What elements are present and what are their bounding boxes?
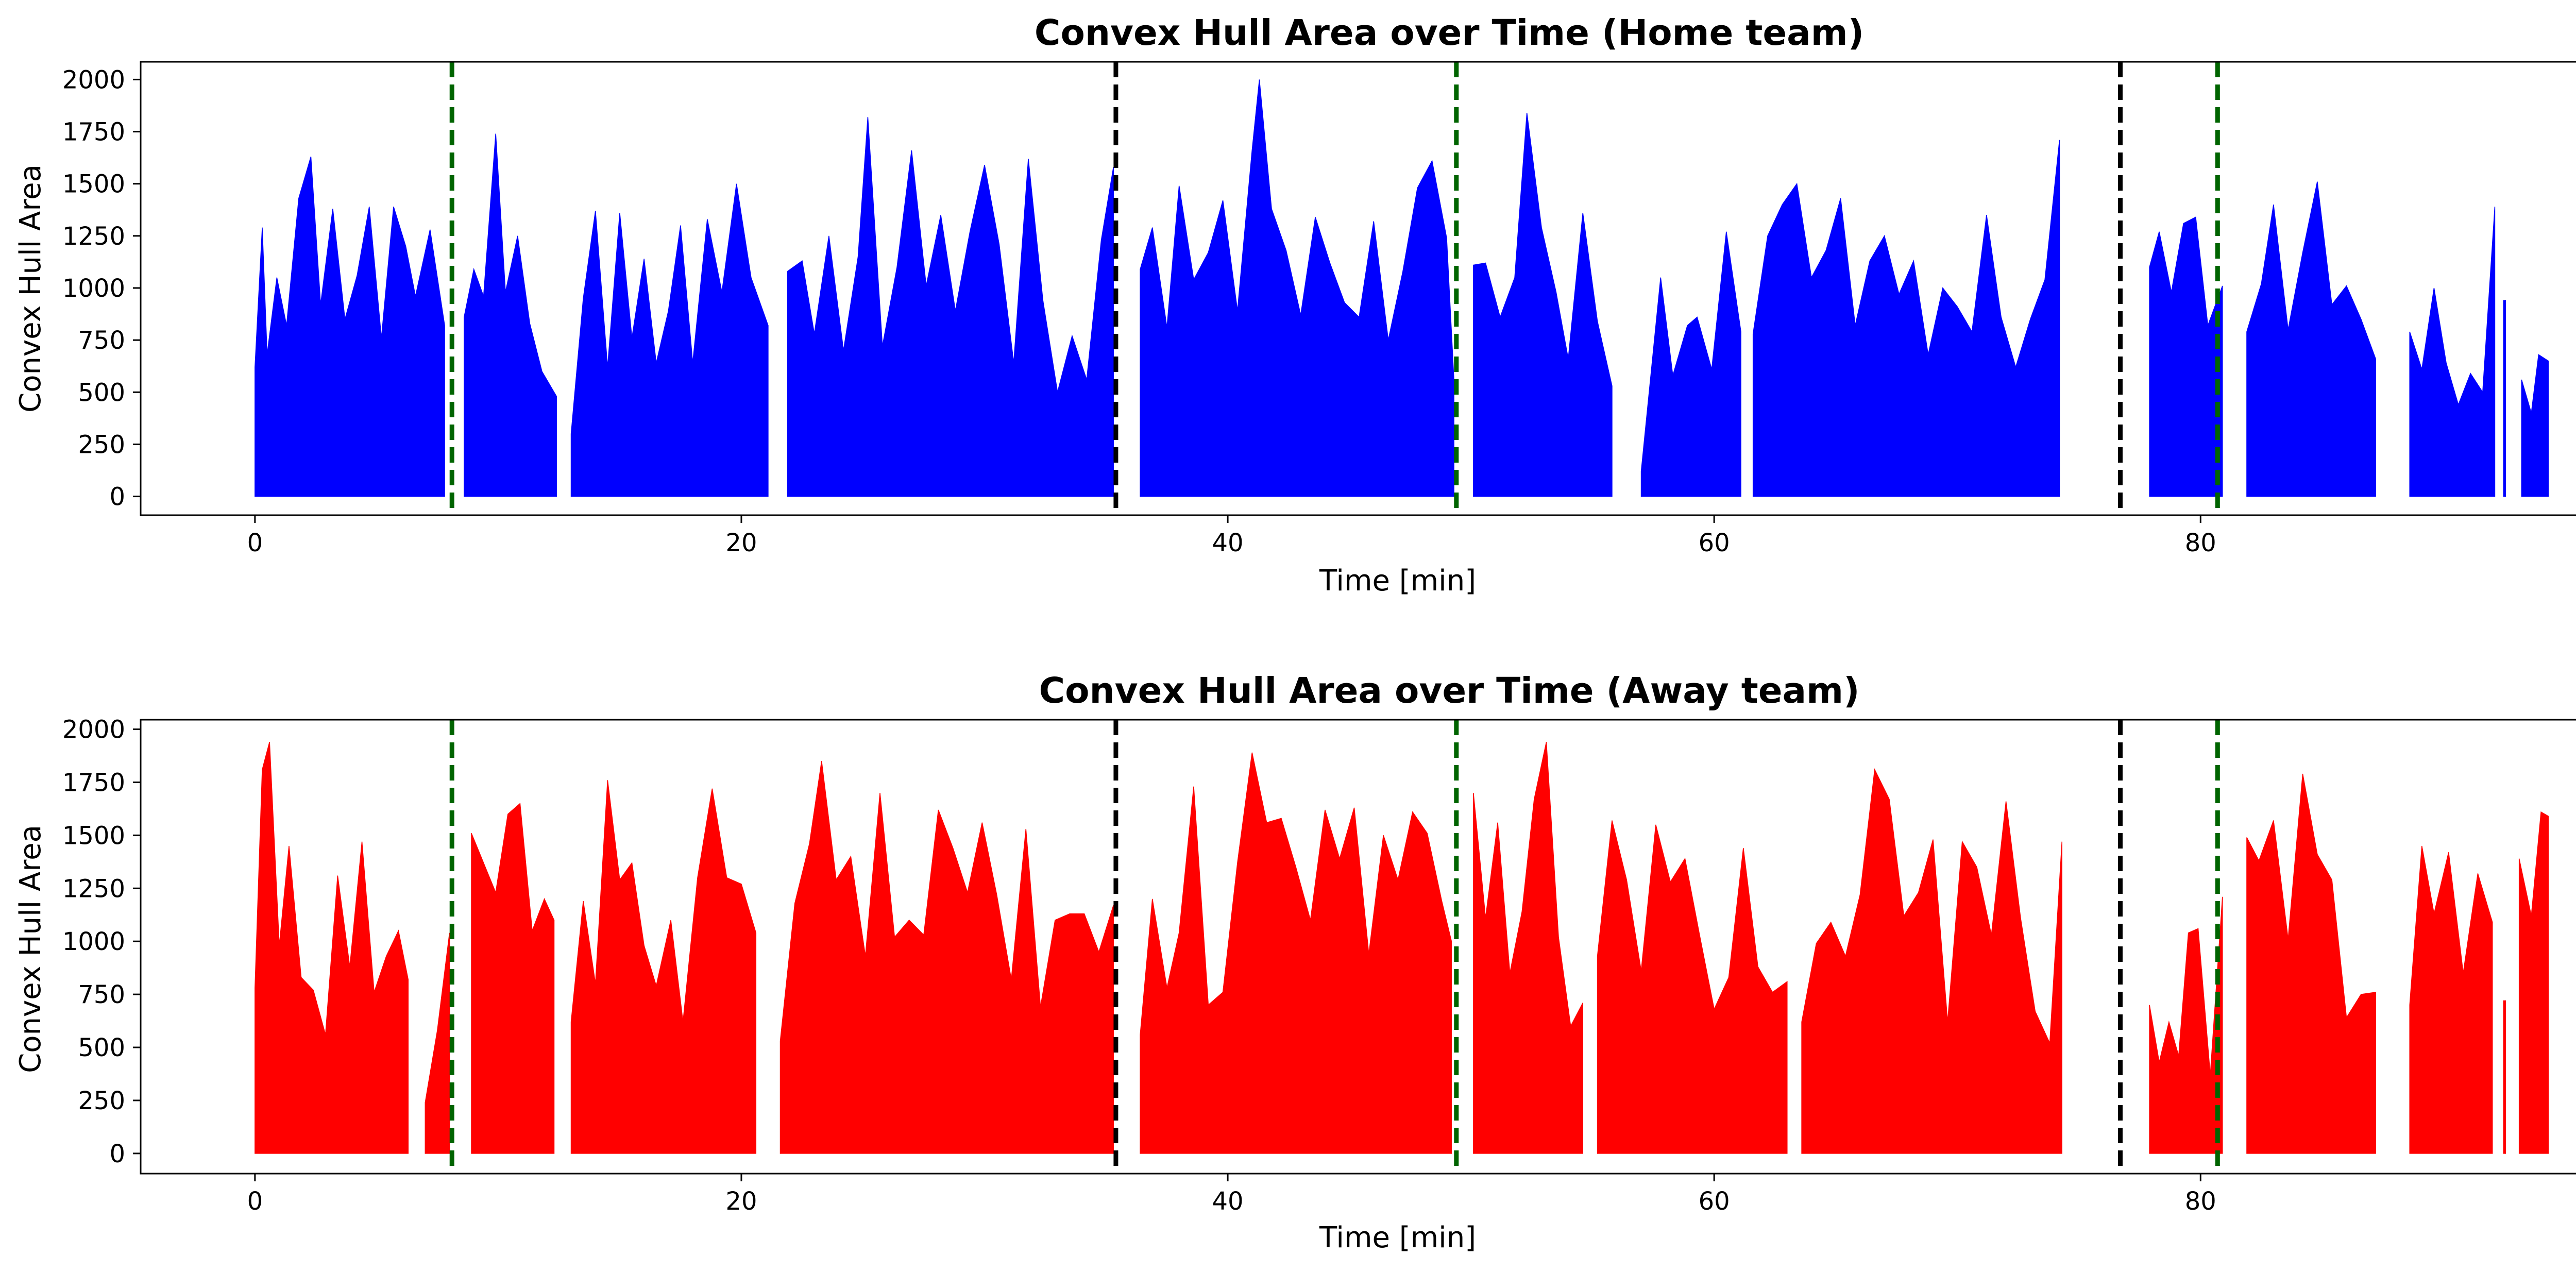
away-y-axis-label: Convex Hull Area <box>14 825 47 1073</box>
home-x-axis-label: Time [min] <box>1319 564 1476 598</box>
away-y-tick-label: 1000 <box>62 927 125 956</box>
home-area-segment <box>570 183 769 497</box>
away-y-tick-label: 1500 <box>62 821 125 850</box>
away-x-tick-label: 20 <box>725 1187 757 1216</box>
home-y-axis-label: Convex Hull Area <box>14 164 47 413</box>
home-area-segment <box>464 133 557 497</box>
home-y-tick-label: 0 <box>109 483 125 512</box>
away-x-tick-label: 0 <box>247 1187 263 1216</box>
home-y-tick-label: 750 <box>78 326 125 355</box>
away-area-segment <box>2149 896 2223 1154</box>
home-team-chart: Convex Hull Area over Time (Home team) T… <box>14 12 2576 598</box>
home-y-tick-label: 500 <box>78 378 125 407</box>
away-area-segment <box>1597 820 1788 1154</box>
away-area-segment <box>570 780 757 1154</box>
home-y-tick-label: 1250 <box>62 222 125 251</box>
home-x-tick-label: 0 <box>247 529 263 557</box>
home-area-segment <box>2246 181 2376 497</box>
away-area-segment <box>779 761 1114 1154</box>
away-y-tick-label: 1750 <box>62 768 125 797</box>
home-area-segment <box>1140 79 1454 497</box>
away-y-tick-label: 2000 <box>62 716 125 744</box>
home-chart-title: Convex Hull Area over Time (Home team) <box>1035 12 1864 54</box>
home-x-tick-label: 20 <box>725 529 757 557</box>
home-area-segment <box>787 117 1114 497</box>
away-area-segment <box>2409 845 2493 1154</box>
home-y-tick-label: 2000 <box>62 65 125 94</box>
home-y-tick-label: 1000 <box>62 274 125 303</box>
away-area-segment <box>2246 773 2376 1154</box>
away-area-segment <box>425 932 450 1154</box>
away-area-segment <box>255 742 409 1154</box>
home-area-segment <box>2149 216 2223 497</box>
away-area-segment <box>1801 768 2062 1154</box>
away-team-chart: Convex Hull Area over Time (Away team) T… <box>14 670 2576 1254</box>
home-area-segment <box>2503 300 2506 497</box>
home-x-tick-label: 80 <box>2185 529 2216 557</box>
away-area-segment <box>1473 742 1584 1154</box>
home-x-tick-label: 40 <box>1212 529 1244 557</box>
away-plot-frame <box>140 719 2576 1175</box>
away-x-tick-label: 60 <box>1699 1187 1730 1216</box>
home-area-segment <box>1752 140 2060 497</box>
home-y-tick-label: 1750 <box>62 118 125 147</box>
home-area-segment <box>2521 354 2549 497</box>
home-x-tick-label: 60 <box>1699 529 1730 557</box>
away-y-tick-label: 750 <box>78 980 125 1009</box>
away-x-tick-label: 80 <box>2185 1187 2216 1216</box>
away-y-tick-label: 0 <box>109 1140 125 1168</box>
away-area-segment <box>2518 811 2549 1154</box>
away-area-segment <box>471 803 555 1154</box>
away-y-tick-label: 1250 <box>62 874 125 903</box>
home-y-tick-label: 250 <box>78 430 125 459</box>
home-area-segment <box>1640 231 1741 497</box>
away-y-tick-label: 250 <box>78 1087 125 1115</box>
away-x-axis-label: Time [min] <box>1319 1221 1476 1254</box>
away-area-segment <box>1140 752 1452 1154</box>
away-x-tick-label: 40 <box>1212 1187 1244 1216</box>
away-chart-title: Convex Hull Area over Time (Away team) <box>1039 670 1859 711</box>
home-area-segment <box>2409 207 2496 497</box>
home-y-tick-label: 1500 <box>62 170 125 199</box>
away-y-tick-label: 500 <box>78 1033 125 1062</box>
home-area-segment <box>255 156 445 497</box>
away-area-segment <box>2503 1000 2506 1154</box>
home-area-segment <box>1473 113 1613 497</box>
